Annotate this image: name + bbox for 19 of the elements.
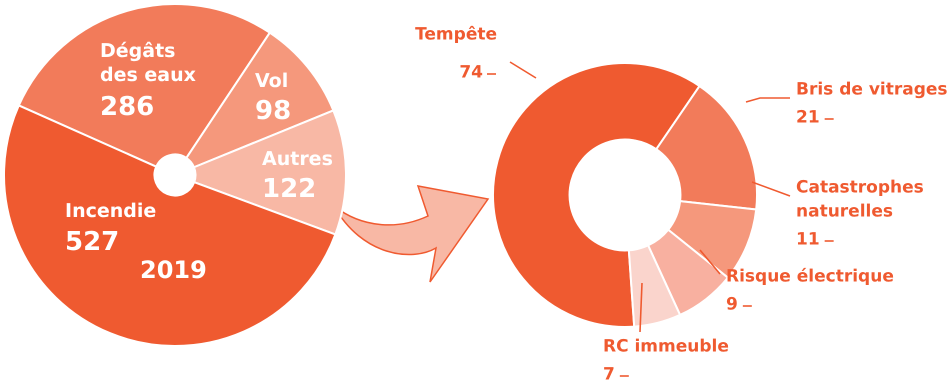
data-label: 11 (796, 229, 820, 250)
data-label: 98 (255, 96, 292, 126)
data-label: 122 (262, 174, 316, 204)
data-label: 7 (603, 364, 615, 384)
data-label: 74 (459, 62, 484, 82)
slice-label: Risque électrique (726, 266, 894, 286)
data-label: 9 (726, 294, 738, 314)
slice-label: Tempête (415, 24, 497, 44)
text: 2019 (140, 256, 207, 284)
slice-label: RC immeuble (603, 336, 729, 356)
data-label: 527 (65, 226, 120, 257)
data-label: 21 (796, 107, 820, 128)
slice-label: Dégâts des eaux (100, 40, 196, 86)
slice-label: Catastrophes naturelles (796, 177, 924, 222)
data-label: 286 (100, 92, 154, 122)
slice-label: Autres (262, 148, 333, 170)
slice-label: Incendie (65, 200, 156, 222)
slice-label: Bris de vitrages (796, 79, 948, 100)
slice-label: Vol (255, 70, 288, 92)
